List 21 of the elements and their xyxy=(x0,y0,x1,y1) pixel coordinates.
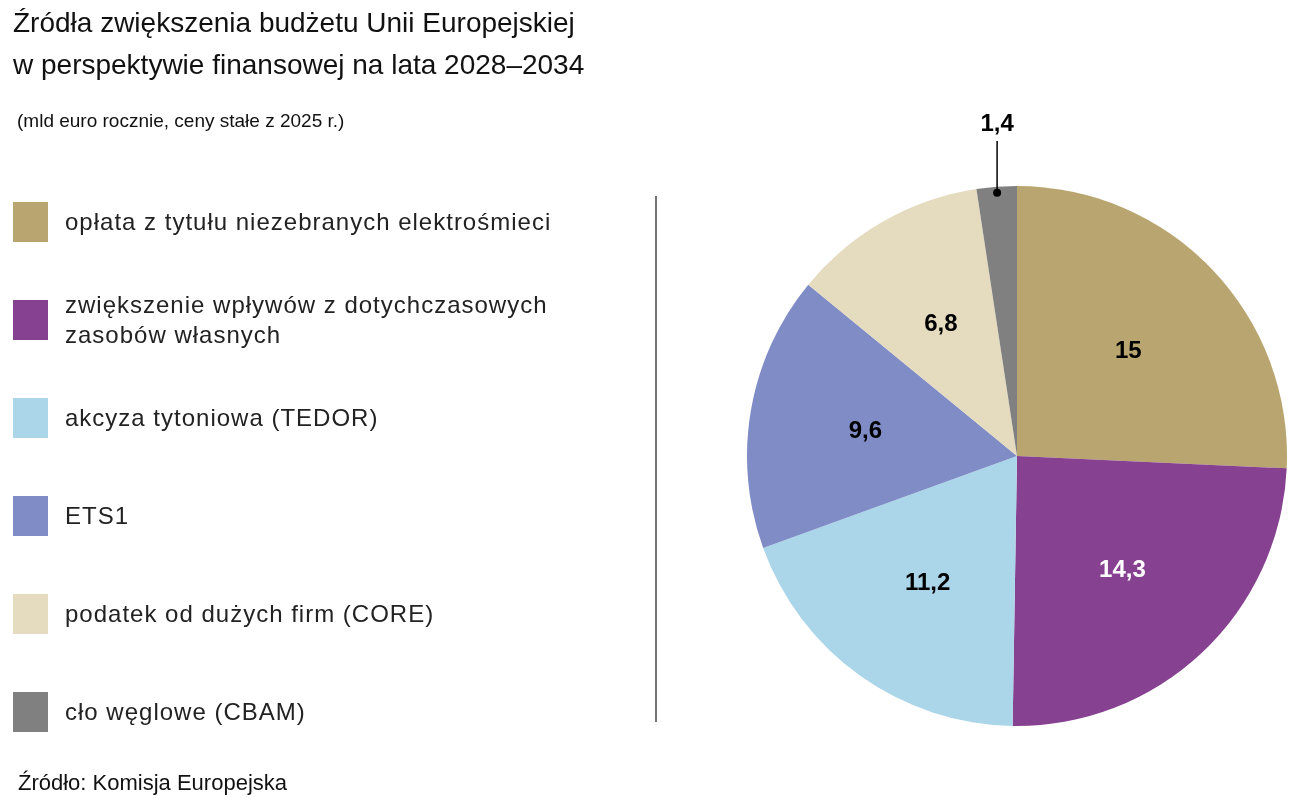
pie-slice xyxy=(1017,186,1287,469)
chart-subtitle: (mld euro rocznie, ceny stałe z 2025 r.) xyxy=(17,110,345,131)
legend-label: akcyza tytoniowa (TEDOR) xyxy=(65,404,379,432)
legend-label: opłata z tytułu niezebranych elektrośmieci xyxy=(65,208,552,236)
pie-slice xyxy=(808,189,1017,456)
pie-slice xyxy=(747,284,1017,548)
data-label: 1,4 xyxy=(980,109,1015,136)
legend-label: cło węglowe (CBAM) xyxy=(65,698,306,726)
data-label: 6,8 xyxy=(924,308,958,336)
data-label: 15 xyxy=(1114,336,1142,364)
pie-slice xyxy=(1012,456,1287,726)
pie-slice xyxy=(976,186,1017,456)
legend-label: ETS1 xyxy=(65,502,130,530)
chart-title: Źródła zwiększenia budżetu Unii Europejskiej w perspektywie finansowej na lata 2028–2034 xyxy=(12,7,585,80)
text: Źródło: Komisja Europejska xyxy=(18,770,288,795)
data-label: 11,2 xyxy=(904,567,951,595)
data-label: 9,6 xyxy=(848,416,882,444)
legend-label: zwiększenie wpływów z dotychczasowych zasobów własnych xyxy=(65,291,548,349)
pie-slice xyxy=(763,456,1017,726)
data-label: 14,3 xyxy=(1099,554,1146,582)
legend-label: podatek od dużych firm (CORE) xyxy=(65,600,435,628)
